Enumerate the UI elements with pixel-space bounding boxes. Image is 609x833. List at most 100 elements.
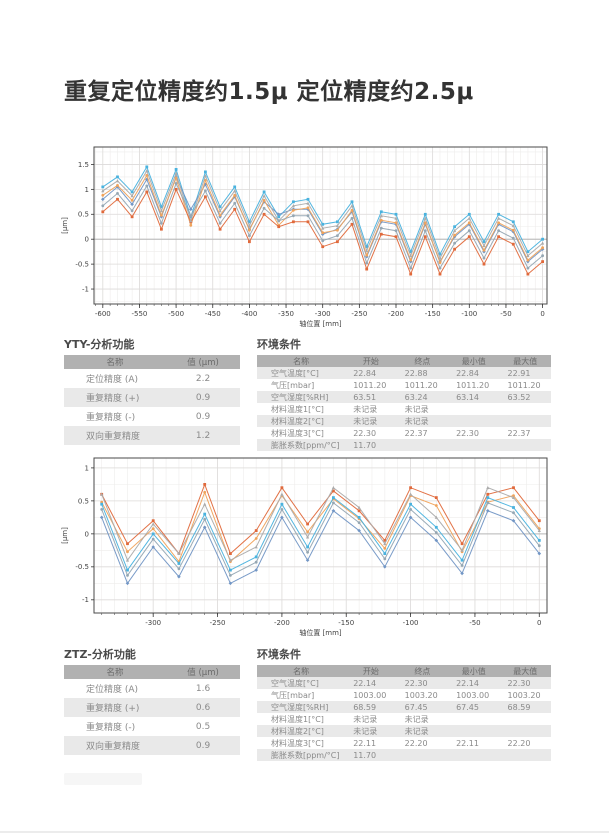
- svg-text:0: 0: [85, 530, 89, 538]
- column-header: 名称: [64, 665, 167, 679]
- table-row: 气压[mbar] 1011.20 1011.20 1011.20 1011.20: [257, 379, 551, 391]
- value-cell: 1.2: [195, 430, 211, 441]
- value-cell: 22.37: [404, 428, 428, 438]
- ztz-analysis-block: ZTZ-分析功能 名称值 (μm) 定位精度 (A) 1.6 重复精度 (+) 0.6 重…: [64, 646, 240, 755]
- grid-major: [94, 147, 547, 304]
- row-name-cell: 空气湿度[%RH]: [271, 392, 329, 402]
- value-cell: 22.14: [456, 678, 479, 688]
- table-row: 材料温度3[°C] 22.30 22.37 22.30 22.37: [257, 427, 551, 439]
- yty-analysis-block: YTY-分析功能 名称值 (μm) 定位精度 (A) 2.2 重复精度 (+) 0.9 重…: [64, 336, 240, 445]
- value-cell: 未记录: [353, 416, 378, 426]
- table-row: 双向重复精度 0.9: [64, 736, 240, 755]
- ztz-environment-title: 环境条件: [257, 648, 301, 661]
- page-title: 重复定位精度约1.5μ 定位精度约2.5μ: [64, 79, 474, 105]
- value-cell: 68.59: [507, 702, 531, 712]
- yty-environment-block: 环境条件 名称 开始 终点 最小值 最大值 空气温度[°C] 22.84 22.88 22.84…: [257, 336, 551, 451]
- svg-text:0.5: 0.5: [78, 211, 89, 219]
- plot-frame: [93, 146, 548, 305]
- svg-text:-200: -200: [388, 310, 404, 318]
- svg-text:-300: -300: [315, 310, 331, 318]
- svg-text:-1: -1: [82, 285, 89, 293]
- table-header-row: 名称值 (μm): [64, 665, 240, 679]
- value-cell: 22.30: [456, 428, 479, 438]
- column-header: 值 (μm): [166, 665, 240, 679]
- table-row: 双向重复精度 1.2: [64, 426, 240, 445]
- value-cell: [500, 725, 551, 737]
- row-name-cell: 膨胀系数[ppm/°C]: [271, 750, 340, 760]
- series-run-4: [100, 496, 541, 572]
- value-cell: 1003.20: [507, 690, 541, 700]
- value-cell: [397, 439, 448, 451]
- svg-text:-150: -150: [425, 310, 441, 318]
- svg-text:-0.5: -0.5: [75, 261, 89, 269]
- svg-text:-500: -500: [168, 310, 184, 318]
- value-cell: 0.6: [195, 702, 211, 713]
- table-row: 空气温度[°C] 22.14 22.30 22.14 22.30: [257, 677, 551, 689]
- value-cell: 67.45: [404, 702, 428, 712]
- value-cell: [500, 713, 551, 725]
- value-cell: 63.51: [353, 392, 377, 402]
- table-row: 材料温度2[°C] 未记录 未记录: [257, 725, 551, 737]
- svg-text:1: 1: [85, 186, 89, 194]
- axis-ticks: -300 -250 -200 -150 -100 -50 0 -1 -0.5 0 0.5 1: [75, 464, 541, 627]
- row-name-cell: 双向重复精度: [86, 742, 141, 752]
- row-name-cell: 材料温度3[°C]: [271, 428, 324, 438]
- value-cell: [500, 415, 551, 427]
- value-cell: 1011.20: [507, 380, 541, 390]
- value-cell: 22.91: [507, 368, 531, 378]
- series-run-3: [101, 174, 544, 264]
- table-row: 重复精度 (+) 0.6: [64, 698, 240, 717]
- series-run-6: [101, 182, 544, 270]
- row-name-cell: 材料温度3[°C]: [271, 738, 324, 748]
- column-header: 值 (μm): [166, 355, 240, 369]
- svg-text:0.5: 0.5: [78, 497, 89, 505]
- yty-analysis-title: YTY-分析功能: [64, 338, 135, 351]
- series-run-3: [100, 485, 541, 562]
- value-cell: 22.30: [507, 678, 531, 688]
- value-cell: 22.20: [404, 738, 428, 748]
- column-header: 名称: [64, 355, 167, 369]
- value-cell: 22.11: [456, 738, 479, 748]
- table-row: 重复精度 (-) 0.5: [64, 717, 240, 736]
- ztz-tables-row: ZTZ-分析功能 名称值 (μm) 定位精度 (A) 1.6 重复精度 (+) 0.6 重…: [0, 646, 609, 768]
- row-name-cell: 定位精度 (A): [86, 375, 139, 385]
- table-row: 定位精度 (A) 2.2: [64, 369, 240, 388]
- value-cell: [500, 403, 551, 415]
- row-name-cell: 重复精度 (-): [86, 723, 136, 733]
- column-header: 开始: [345, 665, 397, 677]
- row-name-cell: 空气温度[°C]: [271, 678, 319, 688]
- ztz-analysis-table: 名称值 (μm) 定位精度 (A) 1.6 重复精度 (+) 0.6 重复精度 (-) 0.…: [64, 665, 240, 755]
- row-name-cell: 双向重复精度: [86, 432, 141, 442]
- column-header: 终点: [396, 355, 449, 367]
- x-axis-label: 轴位置 [mm]: [299, 319, 342, 328]
- watermark: [64, 773, 142, 785]
- table-header-row: 名称 开始 终点 最小值 最大值: [257, 665, 551, 677]
- svg-text:-600: -600: [95, 310, 111, 318]
- row-name-cell: 重复精度 (-): [86, 413, 136, 423]
- row-name-cell: 材料温度2[°C]: [271, 416, 324, 426]
- value-cell: 68.59: [353, 702, 377, 712]
- value-cell: 67.45: [456, 702, 479, 712]
- x-axis-label: 轴位置 [mm]: [299, 628, 342, 637]
- svg-text:0: 0: [540, 310, 544, 318]
- value-cell: [448, 415, 499, 427]
- value-cell: 未记录: [404, 416, 429, 426]
- value-cell: 11.70: [353, 440, 377, 450]
- value-cell: 1.6: [195, 683, 211, 694]
- table-row: 空气湿度[%RH] 63.51 63.24 63.14 63.52: [257, 391, 551, 403]
- value-cell: 11.70: [353, 750, 377, 760]
- value-cell: [448, 713, 499, 725]
- value-cell: 63.24: [404, 392, 428, 402]
- value-cell: 0.9: [195, 740, 211, 751]
- svg-text:-150: -150: [338, 619, 354, 627]
- ztz-accuracy-chart: -300 -250 -200 -150 -100 -50 0 -1 -0.5 0 0.5 1 轴位置 […: [58, 453, 552, 643]
- column-header: 名称: [257, 355, 346, 367]
- column-header: 开始: [345, 355, 397, 367]
- column-header: 名称: [257, 665, 346, 677]
- y-axis-label: [μm]: [61, 217, 69, 234]
- svg-text:-250: -250: [351, 310, 367, 318]
- value-cell: 63.52: [507, 392, 531, 402]
- ztz-analysis-title: ZTZ-分析功能: [64, 648, 136, 661]
- value-cell: 22.84: [353, 368, 377, 378]
